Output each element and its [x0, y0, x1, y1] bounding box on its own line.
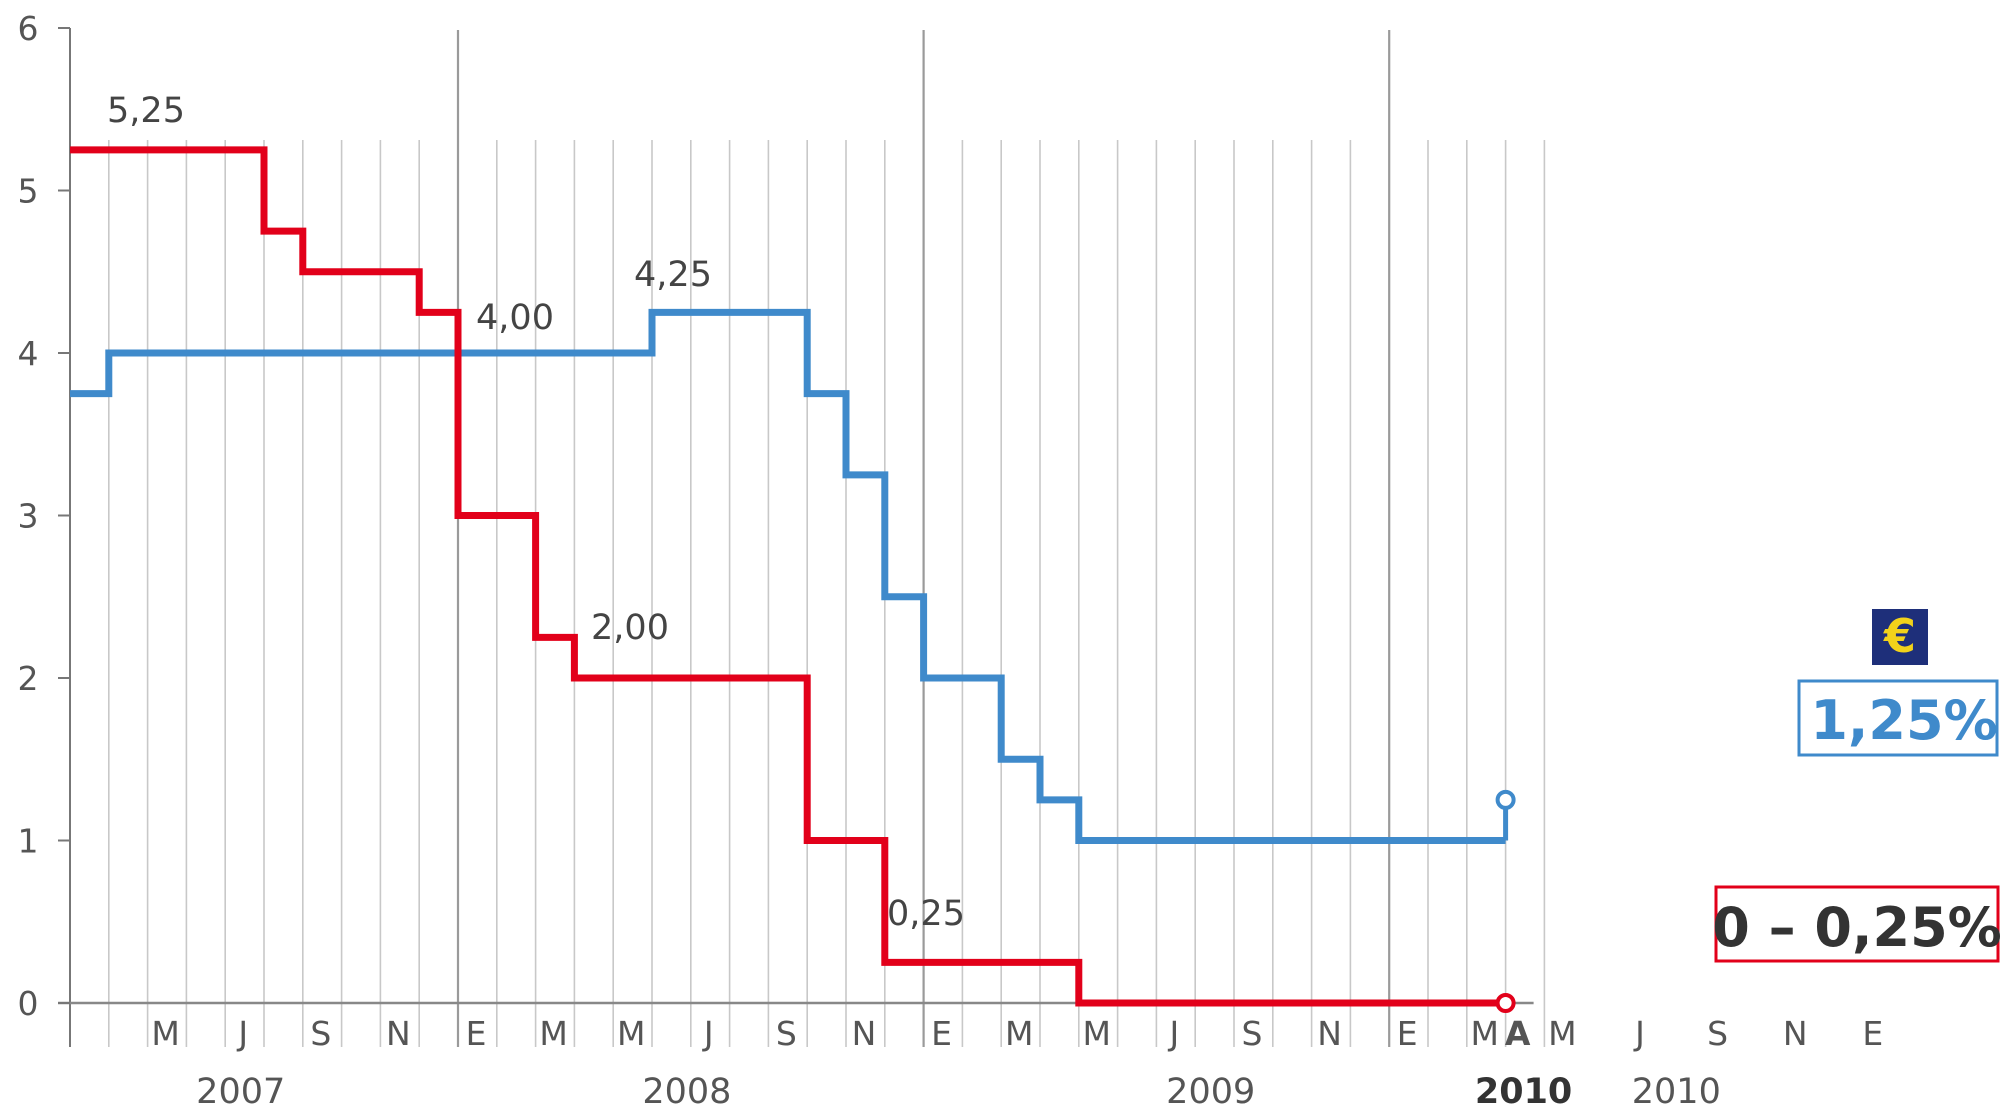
x-tick-label: J [236, 1014, 248, 1053]
end-label-blue-text: 1,25% [1810, 689, 1997, 752]
x-tick-label: M [1548, 1014, 1576, 1053]
x-tick-label: M [1083, 1014, 1111, 1053]
x-tick-label: M [617, 1014, 645, 1053]
x-year-label: 2008 [642, 1072, 731, 1109]
end-label-red: 0 – 0,25% [1712, 885, 2002, 963]
x-year-label: 2007 [196, 1072, 285, 1109]
year-labels: 2007 2008 2009 2010 2010 [196, 1072, 1721, 1109]
x-tick-label: J [1168, 1014, 1180, 1053]
x-year-label: 2010 [1475, 1072, 1572, 1109]
y-tick-label: 0 [18, 984, 39, 1023]
x-tick-label: S [1707, 1014, 1728, 1053]
end-label-blue: 1,25% [1797, 679, 1999, 757]
x-tick-label: S [310, 1014, 331, 1053]
x-tick-label: N [386, 1014, 411, 1053]
series-end-marker-1 [1495, 993, 1516, 1013]
x-tick-label: E [1862, 1014, 1883, 1053]
x-tick-label: A [1505, 1014, 1531, 1053]
end-label-red-text: 0 – 0,25% [1712, 896, 2002, 959]
x-tick-label: J [1633, 1014, 1645, 1053]
y-tick-label: 4 [18, 334, 39, 373]
x-tick-label: E [931, 1014, 952, 1053]
euro-icon: € [1872, 609, 1928, 665]
annotation-red-plateau: 2,00 [591, 608, 669, 648]
x-tick-label: N [1317, 1014, 1342, 1053]
y-tick-label: 3 [18, 497, 39, 536]
y-tick-labels: 0 1 2 3 4 5 6 [18, 9, 39, 1023]
annotation-blue-peak: 4,25 [634, 255, 712, 295]
x-tick-label: M [1471, 1014, 1499, 1053]
series-end-marker-0 [1495, 789, 1516, 810]
x-tick-label: S [1242, 1014, 1263, 1053]
x-tick-label: N [1783, 1014, 1808, 1053]
x-tick-label: M [1005, 1014, 1033, 1053]
series-line-0 [70, 308, 1506, 844]
x-tick-label: M [151, 1014, 179, 1053]
grid-lines [108, 30, 1546, 1047]
x-year-label: 2010 [1632, 1072, 1721, 1109]
x-tick-label: J [702, 1014, 714, 1053]
x-tick-labels: M J S N E M M J S N E M M J S N E M M J S N EA [151, 1014, 1883, 1053]
x-tick-label: N [852, 1014, 877, 1053]
x-tick-label: E [1397, 1014, 1418, 1053]
x-tick-label: E [466, 1014, 487, 1053]
y-tick-label: 1 [18, 822, 39, 861]
y-tick-label: 2 [18, 659, 39, 698]
end-markers [1495, 789, 1516, 1013]
y-tick-label: 5 [18, 172, 39, 211]
x-tick-label: M [539, 1014, 567, 1053]
series-lines [70, 146, 1509, 1007]
x-tick-label: S [776, 1014, 797, 1053]
annotation-red-peak: 5,25 [107, 91, 185, 131]
annotation-red-low: 0,25 [887, 894, 965, 934]
series-line-1 [70, 146, 1506, 1007]
y-tick-label: 6 [18, 9, 39, 48]
x-year-label: 2009 [1166, 1072, 1255, 1109]
svg-text:€: € [1883, 609, 1916, 663]
annotation-blue-plateau: 4,00 [476, 298, 554, 338]
